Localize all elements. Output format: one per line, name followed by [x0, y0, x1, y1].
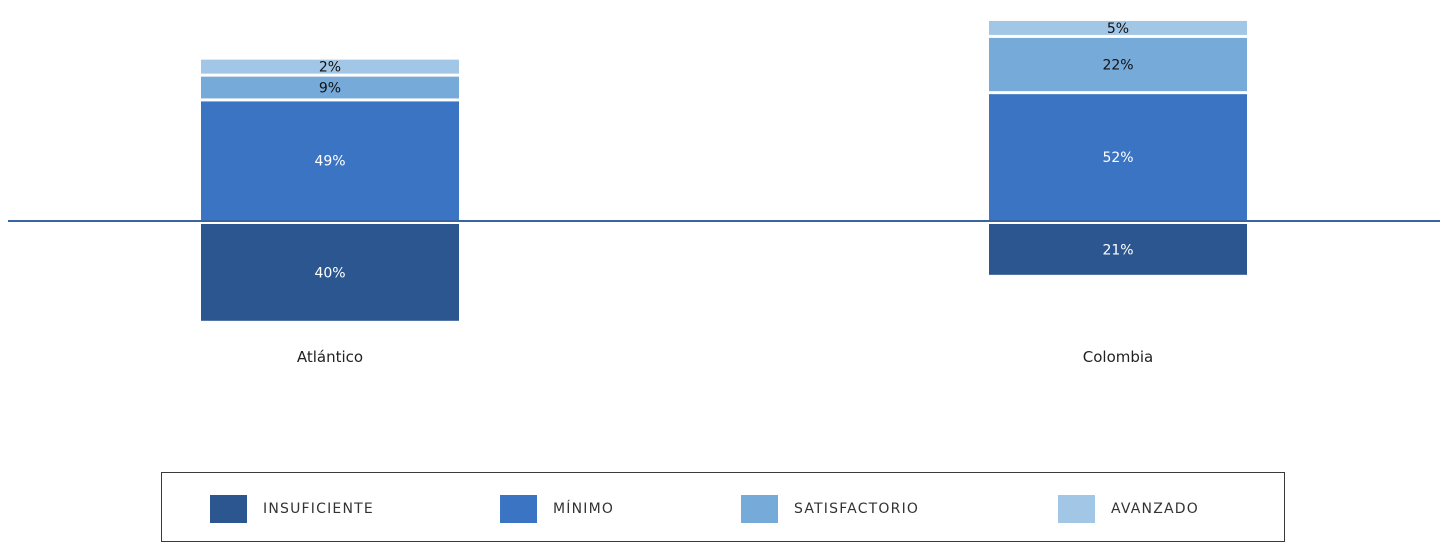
legend-label-avanzado: AVANZADO: [1111, 501, 1199, 517]
legend-swatch-insuficiente: [210, 495, 247, 523]
bar-colombia-insuficiente: [989, 224, 1247, 275]
bar-atlantico-satisfactorio: [201, 76, 459, 99]
chart-legend: INSUFICIENTE MÍNIMO SATISFACTORIO AVANZA…: [161, 472, 1285, 542]
bar-colombia-minimo: [989, 94, 1247, 220]
category-label-colombia: Colombia: [1083, 348, 1154, 366]
bar-colombia-avanzado: [989, 20, 1247, 35]
data-label-atlantico-insuficiente: 40%: [314, 265, 345, 281]
data-label-atlantico-satisfactorio: 9%: [319, 81, 341, 97]
legend-swatch-minimo: [500, 495, 537, 523]
legend-label-insuficiente: INSUFICIENTE: [263, 501, 374, 517]
legend-item-satisfactorio: SATISFACTORIO: [741, 495, 919, 523]
data-label-atlantico-avanzado: 2%: [319, 60, 341, 76]
bar-atlantico-minimo: [201, 101, 459, 220]
legend-label-minimo: MÍNIMO: [553, 501, 615, 517]
legend-item-insuficiente: INSUFICIENTE: [210, 495, 374, 523]
data-label-colombia-satisfactorio: 22%: [1102, 58, 1133, 74]
category-label-atlantico: Atlántico: [297, 348, 363, 366]
data-label-colombia-minimo: 52%: [1102, 150, 1133, 166]
data-label-atlantico-minimo: 49%: [314, 154, 345, 170]
legend-item-minimo: MÍNIMO: [500, 495, 614, 523]
data-label-colombia-avanzado: 5%: [1107, 21, 1129, 37]
bar-atlantico-insuficiente: [201, 224, 459, 321]
bar-atlantico-avanzado: [201, 59, 459, 74]
legend-label-satisfactorio: SATISFACTORIO: [794, 501, 920, 517]
legend-item-avanzado: AVANZADO: [1058, 495, 1199, 523]
legend-swatch-satisfactorio: [741, 495, 778, 523]
bar-colombia-satisfactorio: [989, 37, 1247, 92]
data-label-colombia-insuficiente: 21%: [1102, 242, 1133, 258]
legend-swatch-avanzado: [1058, 495, 1095, 523]
